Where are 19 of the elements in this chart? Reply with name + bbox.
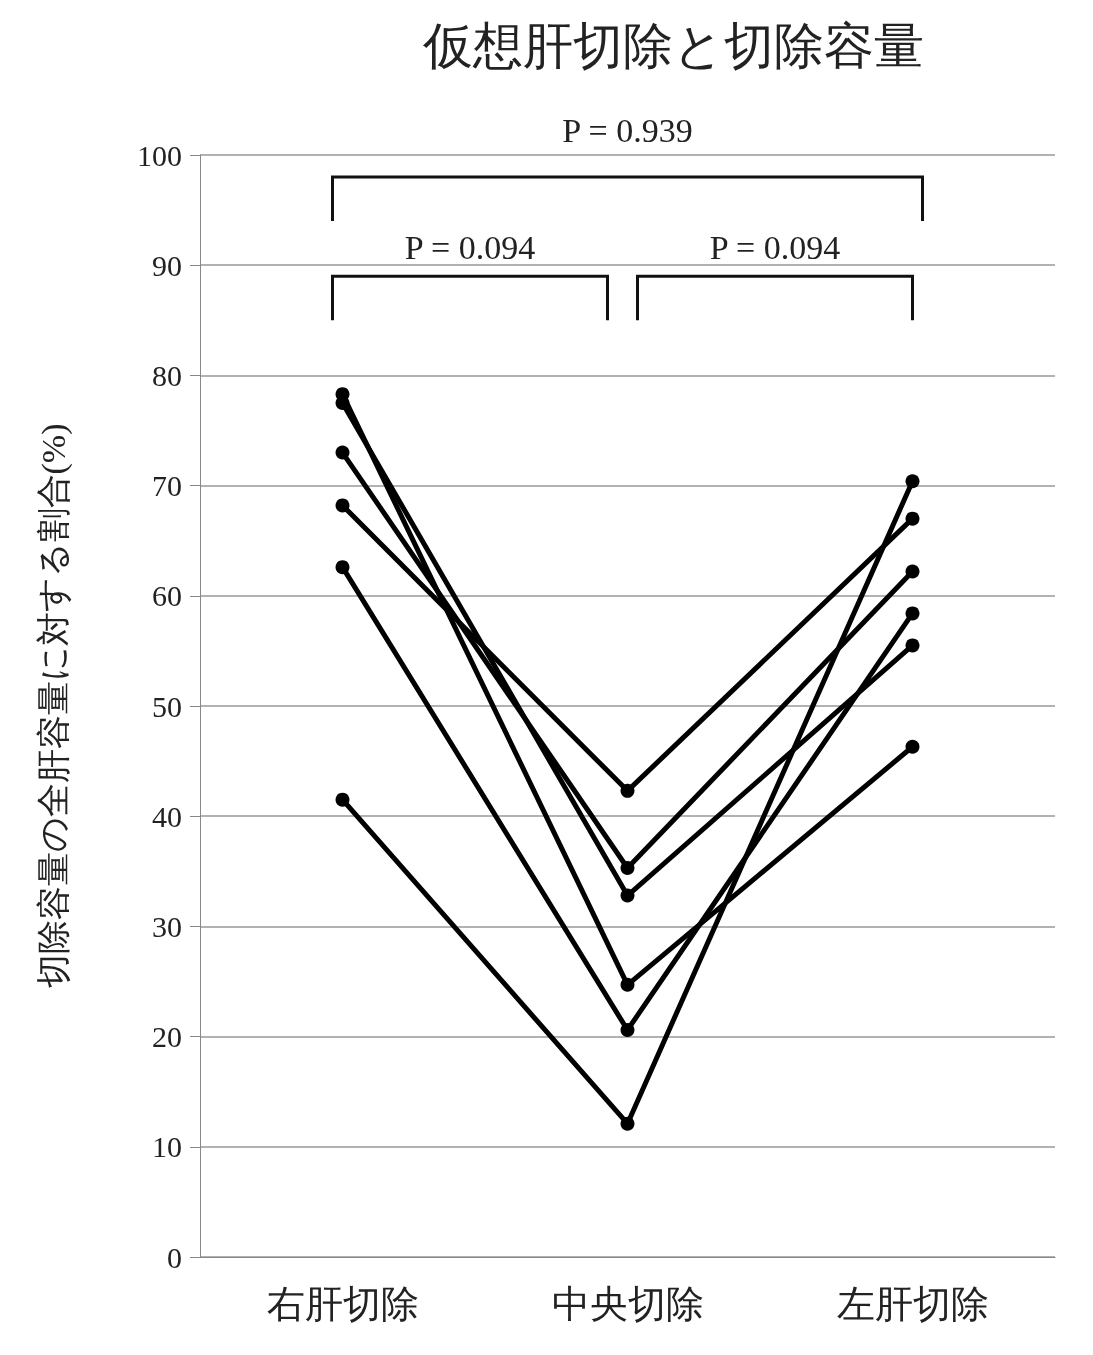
y-tick-label: 0 — [167, 1240, 182, 1274]
x-tick-label: 左肝切除 — [836, 1283, 989, 1325]
y-tick-label: 60 — [152, 579, 182, 613]
y-tick-label: 70 — [152, 469, 182, 503]
y-tick-label: 80 — [152, 358, 182, 392]
y-tick-label: 50 — [152, 689, 182, 723]
y-axis-title: 切除容量の全肝容量に対する割合(%) — [34, 423, 73, 989]
y-tick-label: 10 — [152, 1130, 182, 1164]
y-tick-label: 90 — [152, 248, 182, 282]
y-tick-label: 100 — [137, 138, 182, 172]
annotation: P = 0.094 — [709, 228, 841, 266]
x-tick-label: 中央切除 — [551, 1283, 704, 1325]
y-tick-label: 40 — [152, 799, 182, 833]
y-tick-label: 20 — [152, 1020, 182, 1054]
text: P = 0.939 — [562, 111, 693, 149]
annotation: P = 0.094 — [404, 228, 536, 266]
y-tick-label: 30 — [152, 909, 182, 943]
chart-title: 仮想肝切除と切除容量 — [421, 18, 924, 74]
x-tick-label: 右肝切除 — [266, 1283, 419, 1325]
